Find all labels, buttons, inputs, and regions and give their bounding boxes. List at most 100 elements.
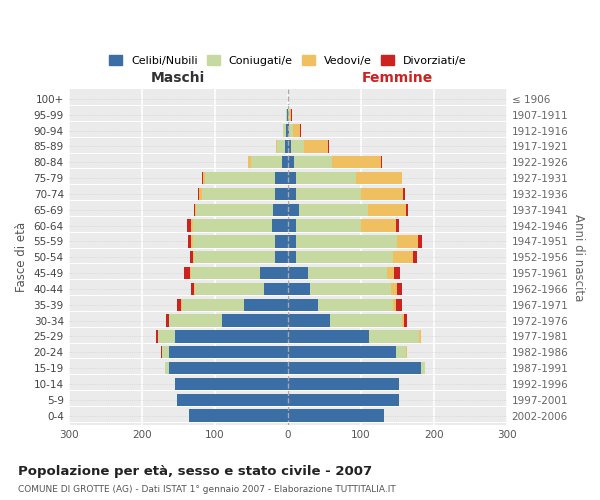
Bar	[287, 140, 290, 152]
Bar	[391, 283, 397, 295]
Bar	[194, 283, 195, 295]
Y-axis label: Anni di nascita: Anni di nascita	[572, 214, 585, 301]
Bar	[156, 330, 158, 342]
Bar	[265, 283, 287, 295]
Bar	[299, 204, 368, 216]
Bar	[290, 140, 304, 152]
Bar	[275, 188, 287, 200]
Text: COMUNE DI GROTTE (AG) - Dati ISTAT 1° gennaio 2007 - Elaborazione TUTTITALIA.IT: COMUNE DI GROTTE (AG) - Dati ISTAT 1° ge…	[18, 485, 396, 494]
Bar	[401, 314, 404, 327]
Bar	[287, 346, 396, 358]
Bar	[287, 267, 308, 280]
Bar	[290, 108, 292, 121]
Text: Maschi: Maschi	[151, 70, 205, 85]
Bar	[421, 362, 425, 374]
Bar	[193, 251, 194, 264]
Bar	[404, 314, 407, 327]
Bar	[272, 220, 287, 232]
Bar	[287, 394, 400, 406]
Bar	[191, 236, 193, 248]
Bar	[189, 410, 287, 422]
Bar	[296, 188, 361, 200]
Text: Popolazione per età, sesso e stato civile - 2007: Popolazione per età, sesso e stato civil…	[18, 464, 372, 477]
Bar	[418, 236, 422, 248]
Bar	[190, 251, 193, 264]
Bar	[304, 140, 328, 152]
Bar	[166, 314, 169, 327]
Bar	[370, 330, 419, 342]
Bar	[287, 251, 296, 264]
Bar	[296, 251, 393, 264]
Bar	[202, 188, 275, 200]
Bar	[194, 251, 275, 264]
Bar	[287, 93, 289, 105]
Bar	[282, 156, 287, 168]
Bar	[198, 188, 199, 200]
Bar	[187, 220, 191, 232]
Bar	[393, 251, 413, 264]
Bar	[178, 298, 181, 311]
Bar	[191, 267, 260, 280]
Bar	[276, 140, 277, 152]
Bar	[191, 220, 193, 232]
Bar	[319, 298, 393, 311]
Bar	[419, 330, 421, 342]
Bar	[396, 346, 406, 358]
Y-axis label: Fasce di età: Fasce di età	[15, 222, 28, 292]
Bar	[275, 172, 287, 184]
Bar	[287, 220, 296, 232]
Bar	[190, 267, 191, 280]
Bar	[401, 172, 403, 184]
Bar	[175, 378, 287, 390]
Bar	[287, 172, 296, 184]
Bar	[287, 362, 421, 374]
Bar	[287, 204, 299, 216]
Bar	[310, 283, 391, 295]
Bar	[286, 108, 287, 121]
Bar	[287, 156, 293, 168]
Bar	[328, 140, 329, 152]
Bar	[182, 298, 244, 311]
Bar	[203, 172, 205, 184]
Bar	[397, 283, 401, 295]
Bar	[361, 220, 396, 232]
Bar	[195, 204, 196, 216]
Bar	[260, 267, 287, 280]
Bar	[175, 330, 287, 342]
Bar	[287, 298, 319, 311]
Bar	[330, 314, 401, 327]
Bar	[396, 220, 398, 232]
Bar	[169, 362, 287, 374]
Bar	[202, 172, 203, 184]
Bar	[196, 204, 273, 216]
Bar	[368, 204, 406, 216]
Bar	[287, 236, 296, 248]
Bar	[331, 156, 381, 168]
Bar	[289, 124, 293, 137]
Bar	[277, 140, 285, 152]
Bar	[406, 346, 407, 358]
Bar	[193, 220, 272, 232]
Bar	[169, 346, 287, 358]
Bar	[293, 156, 331, 168]
Bar	[356, 172, 401, 184]
Bar	[161, 346, 162, 358]
Bar	[296, 220, 361, 232]
Bar	[169, 314, 222, 327]
Bar	[194, 204, 195, 216]
Bar	[285, 140, 287, 152]
Bar	[406, 204, 408, 216]
Bar	[308, 267, 387, 280]
Bar	[184, 267, 190, 280]
Text: Femmine: Femmine	[362, 70, 433, 85]
Bar	[188, 236, 191, 248]
Bar	[287, 314, 330, 327]
Bar	[248, 156, 251, 168]
Bar	[403, 188, 404, 200]
Bar	[287, 283, 310, 295]
Bar	[300, 124, 301, 137]
Bar	[199, 188, 202, 200]
Bar	[195, 283, 265, 295]
Bar	[158, 330, 175, 342]
Bar	[296, 172, 356, 184]
